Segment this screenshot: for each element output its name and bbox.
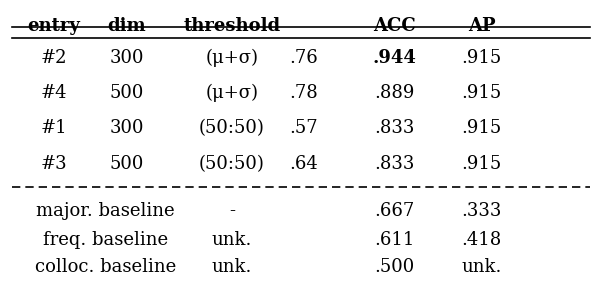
- Text: .611: .611: [374, 231, 415, 249]
- Text: .78: .78: [290, 84, 318, 102]
- Text: dim: dim: [107, 17, 146, 35]
- Text: 300: 300: [109, 49, 144, 67]
- Text: -: -: [229, 202, 235, 220]
- Text: 500: 500: [109, 84, 144, 102]
- Text: .915: .915: [462, 84, 501, 102]
- Text: (50:50): (50:50): [199, 155, 265, 173]
- Text: .418: .418: [462, 231, 501, 249]
- Text: (μ+σ): (μ+σ): [205, 48, 258, 67]
- Text: .889: .889: [374, 84, 415, 102]
- Text: colloc. baseline: colloc. baseline: [35, 258, 176, 276]
- Text: .500: .500: [374, 258, 414, 276]
- Text: (μ+σ): (μ+σ): [205, 84, 258, 102]
- Text: #2: #2: [41, 49, 67, 67]
- Text: .915: .915: [462, 155, 501, 173]
- Text: 300: 300: [109, 119, 144, 137]
- Text: #3: #3: [41, 155, 67, 173]
- Text: .915: .915: [462, 119, 501, 137]
- Text: AP: AP: [468, 17, 495, 35]
- Text: .57: .57: [290, 119, 318, 137]
- Text: freq. baseline: freq. baseline: [43, 231, 168, 249]
- Text: entry: entry: [28, 17, 81, 35]
- Text: (50:50): (50:50): [199, 119, 265, 137]
- Text: #4: #4: [41, 84, 67, 102]
- Text: .944: .944: [373, 49, 416, 67]
- Text: .833: .833: [374, 119, 415, 137]
- Text: #1: #1: [41, 119, 67, 137]
- Text: threshold: threshold: [183, 17, 281, 35]
- Text: major. baseline: major. baseline: [36, 202, 175, 220]
- Text: unk.: unk.: [211, 258, 252, 276]
- Text: .64: .64: [290, 155, 318, 173]
- Text: unk.: unk.: [211, 231, 252, 249]
- Text: .76: .76: [290, 49, 318, 67]
- Text: .333: .333: [461, 202, 502, 220]
- Text: .915: .915: [462, 49, 501, 67]
- Text: 500: 500: [109, 155, 144, 173]
- Text: .667: .667: [374, 202, 414, 220]
- Text: .833: .833: [374, 155, 415, 173]
- Text: unk.: unk.: [461, 258, 502, 276]
- Text: ACC: ACC: [373, 17, 416, 35]
